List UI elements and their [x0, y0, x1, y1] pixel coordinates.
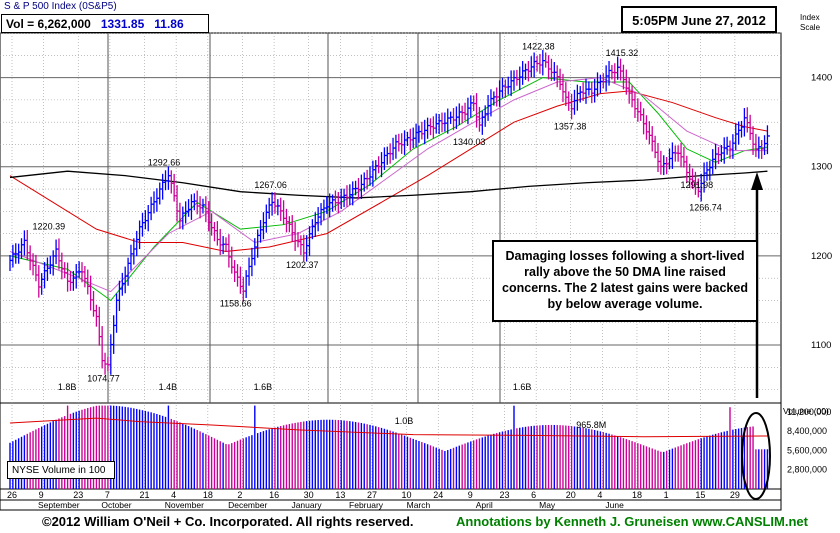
volume-annotation: 1.6B — [513, 382, 532, 392]
volume-annotation: 1.8B — [58, 382, 77, 392]
month-label: October — [101, 500, 131, 510]
price-tick-label: 1300 — [811, 162, 832, 173]
volume-bars — [9, 405, 769, 489]
date-tick-label: 18 — [632, 490, 642, 500]
volume-tick-label: 5,600,000 — [787, 445, 827, 455]
date-tick-label: 4 — [171, 490, 176, 500]
volume-tick-label: 2,800,000 — [787, 465, 827, 475]
last-price: 1331.85 — [100, 17, 145, 31]
date-tick-label: 23 — [499, 490, 509, 500]
ma-violet-line — [9, 77, 768, 293]
price-axis-label: Index — [800, 13, 820, 22]
volume-annotation: 965.8M — [576, 420, 606, 430]
callout-arrow-head — [751, 172, 763, 190]
date-tick-label: 29 — [730, 490, 740, 500]
date-tick-label: 15 — [695, 490, 705, 500]
timestamp: 5:05PM June 27, 2012 — [621, 6, 777, 33]
date-tick-label: 10 — [402, 490, 412, 500]
vol-label: Vol = 6,262,000 — [6, 17, 91, 31]
price-annotation: 1074.77 — [87, 374, 120, 384]
month-label: February — [349, 500, 384, 510]
grid-lines — [0, 32, 781, 489]
date-tick-label: 1 — [664, 490, 669, 500]
price-bars — [9, 50, 770, 375]
price-axis-label: Scale — [800, 23, 821, 32]
volume-annotation: 1.4B — [159, 382, 178, 392]
price-annotation: 1292.66 — [148, 157, 181, 167]
month-label: March — [407, 500, 431, 510]
price-annotation: 1340.03 — [453, 137, 486, 147]
copyright-notice: ©2012 William O'Neil + Co. Incorporated.… — [42, 514, 414, 529]
date-tick-label: 7 — [105, 490, 110, 500]
price-annotation: 1202.37 — [286, 260, 319, 270]
date-tick-label: 4 — [597, 490, 602, 500]
nyse-volume-label: NYSE Volume in 100 — [7, 461, 115, 479]
moving-average-lines — [9, 77, 768, 302]
month-label: May — [539, 500, 556, 510]
price-annotation: 1267.06 — [254, 180, 287, 190]
date-tick-label: 23 — [73, 490, 83, 500]
price-annotation: 1291.98 — [681, 180, 714, 190]
month-label: January — [291, 500, 322, 510]
price-change: 11.86 — [154, 17, 184, 31]
volume-average-line — [9, 417, 768, 438]
date-tick-label: 18 — [203, 490, 213, 500]
month-label: December — [228, 500, 267, 510]
index-title: S & P 500 Index (0S&P5) — [0, 0, 117, 14]
volume-price-box: Vol = 6,262,000 1331.85 11.86 — [1, 14, 209, 33]
ma50-green-line — [9, 77, 768, 302]
month-axis-band — [0, 499, 782, 511]
price-annotation: 1158.66 — [220, 299, 252, 309]
volume-annotation: 1.0B — [395, 416, 414, 426]
price-tick-label: 1100 — [811, 340, 831, 351]
date-tick-label: 21 — [139, 490, 149, 500]
price-annotation: 1220.39 — [33, 222, 66, 232]
date-tick-label: 6 — [531, 490, 536, 500]
volume-tick-label: 8,400,000 — [787, 426, 827, 436]
month-label: November — [165, 500, 204, 510]
volume-tick-label: 11,200,000 — [787, 407, 831, 417]
price-annotation: 1422.38 — [522, 42, 555, 52]
month-label: April — [476, 500, 493, 510]
date-tick-label: 16 — [269, 490, 279, 500]
date-tick-label: 9 — [468, 490, 473, 500]
date-tick-label: 13 — [335, 490, 345, 500]
date-tick-label: 24 — [433, 490, 443, 500]
price-plot-area — [0, 32, 782, 404]
index-symbol: (0S&P5) — [78, 1, 117, 12]
date-tick-label: 9 — [39, 490, 44, 500]
callout-ellipse — [741, 412, 771, 500]
volume-annotation: 1.6B — [254, 382, 273, 392]
price-tick-label: 1200 — [811, 251, 832, 262]
annotation-credit: Annotations by Kenneth J. Gruneisen www.… — [456, 514, 808, 529]
index-label: S & P 500 Index — [4, 1, 77, 12]
price-tick-label: 1400 — [811, 73, 832, 84]
month-label: September — [38, 500, 80, 510]
date-tick-label: 2 — [237, 490, 242, 500]
volume-axis-label: Volume (00) — [783, 406, 829, 416]
date-tick-label: 30 — [304, 490, 314, 500]
price-annotation: 1415.32 — [606, 48, 639, 58]
month-label: June — [605, 500, 624, 510]
date-tick-label: 26 — [7, 490, 17, 500]
annotation-callout: Damaging losses following a short-lived … — [492, 240, 758, 322]
ma200-black-line — [9, 170, 768, 199]
date-tick-label: 20 — [566, 490, 576, 500]
date-tick-label: 27 — [367, 490, 377, 500]
price-annotation: 1357.38 — [554, 122, 587, 132]
price-annotation: 1266.74 — [689, 202, 722, 212]
